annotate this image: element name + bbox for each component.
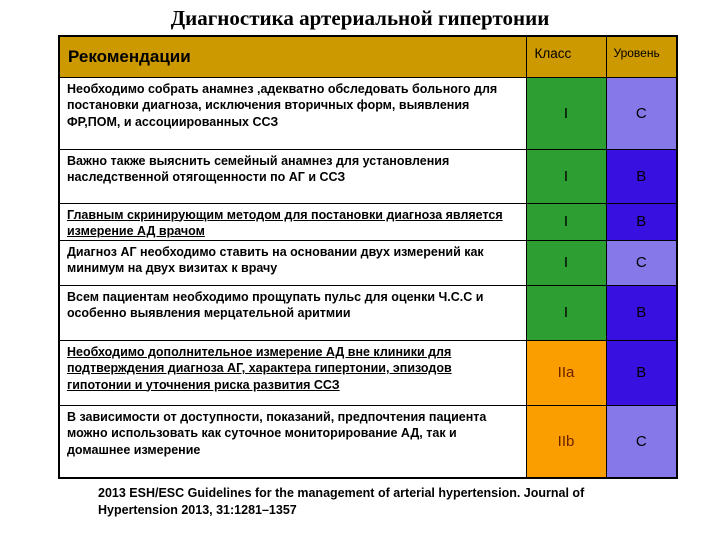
recommendation-text: В зависимости от доступности, показаний,… (58, 404, 527, 479)
level-cell: B (605, 284, 678, 341)
recommendation-text: Необходимо собрать анамнез ,адекватно об… (58, 76, 527, 150)
header-recommendations: Рекомендации (58, 35, 527, 78)
recommendations-table: Рекомендации Класс Уровень Необходимо со… (58, 35, 678, 479)
class-cell: I (525, 148, 607, 204)
recommendation-text: Необходимо дополнительное измерение АД в… (58, 339, 527, 406)
level-cell: C (605, 404, 678, 479)
recommendation-text: Всем пациентам необходимо прощупать пуль… (58, 284, 527, 341)
footer-citation-line2: Hypertension 2013, 31:1281–1357 (98, 502, 297, 517)
table-row: В зависимости от доступности, показаний,… (58, 404, 678, 479)
table-row: Необходимо дополнительное измерение АД в… (58, 339, 678, 406)
class-cell: I (525, 284, 607, 341)
table-row: Главным скринирующим методом для постано… (58, 202, 678, 241)
level-cell: B (605, 202, 678, 241)
level-cell: B (605, 148, 678, 204)
header-level: Уровень (605, 35, 678, 78)
header-class: Класс (525, 35, 607, 78)
table-row: Всем пациентам необходимо прощупать пуль… (58, 284, 678, 341)
class-cell: IIa (525, 339, 607, 406)
level-cell: B (605, 339, 678, 406)
class-cell: IIb (525, 404, 607, 479)
slide-title: Диагностика артериальной гипертонии (170, 6, 550, 30)
class-cell: I (525, 239, 607, 286)
footer-citation: 2013 ESH/ESC Guidelines for the manageme… (98, 485, 658, 518)
table-row: Необходимо собрать анамнез ,адекватно об… (58, 76, 678, 150)
recommendation-text: Главным скринирующим методом для постано… (58, 202, 527, 241)
table-row: Важно также выяснить семейный анамнез дл… (58, 148, 678, 204)
level-cell: C (605, 239, 678, 286)
recommendation-text: Важно также выяснить семейный анамнез дл… (58, 148, 527, 204)
footer-citation-line1: 2013 ESH/ESC Guidelines for the manageme… (98, 486, 585, 500)
class-cell: I (525, 202, 607, 241)
class-cell: I (525, 76, 607, 150)
table-header-row: Рекомендации Класс Уровень (58, 35, 678, 78)
recommendation-text: Диагноз АГ необходимо ставить на основан… (58, 239, 527, 286)
table-row: Диагноз АГ необходимо ставить на основан… (58, 239, 678, 286)
level-cell: C (605, 76, 678, 150)
